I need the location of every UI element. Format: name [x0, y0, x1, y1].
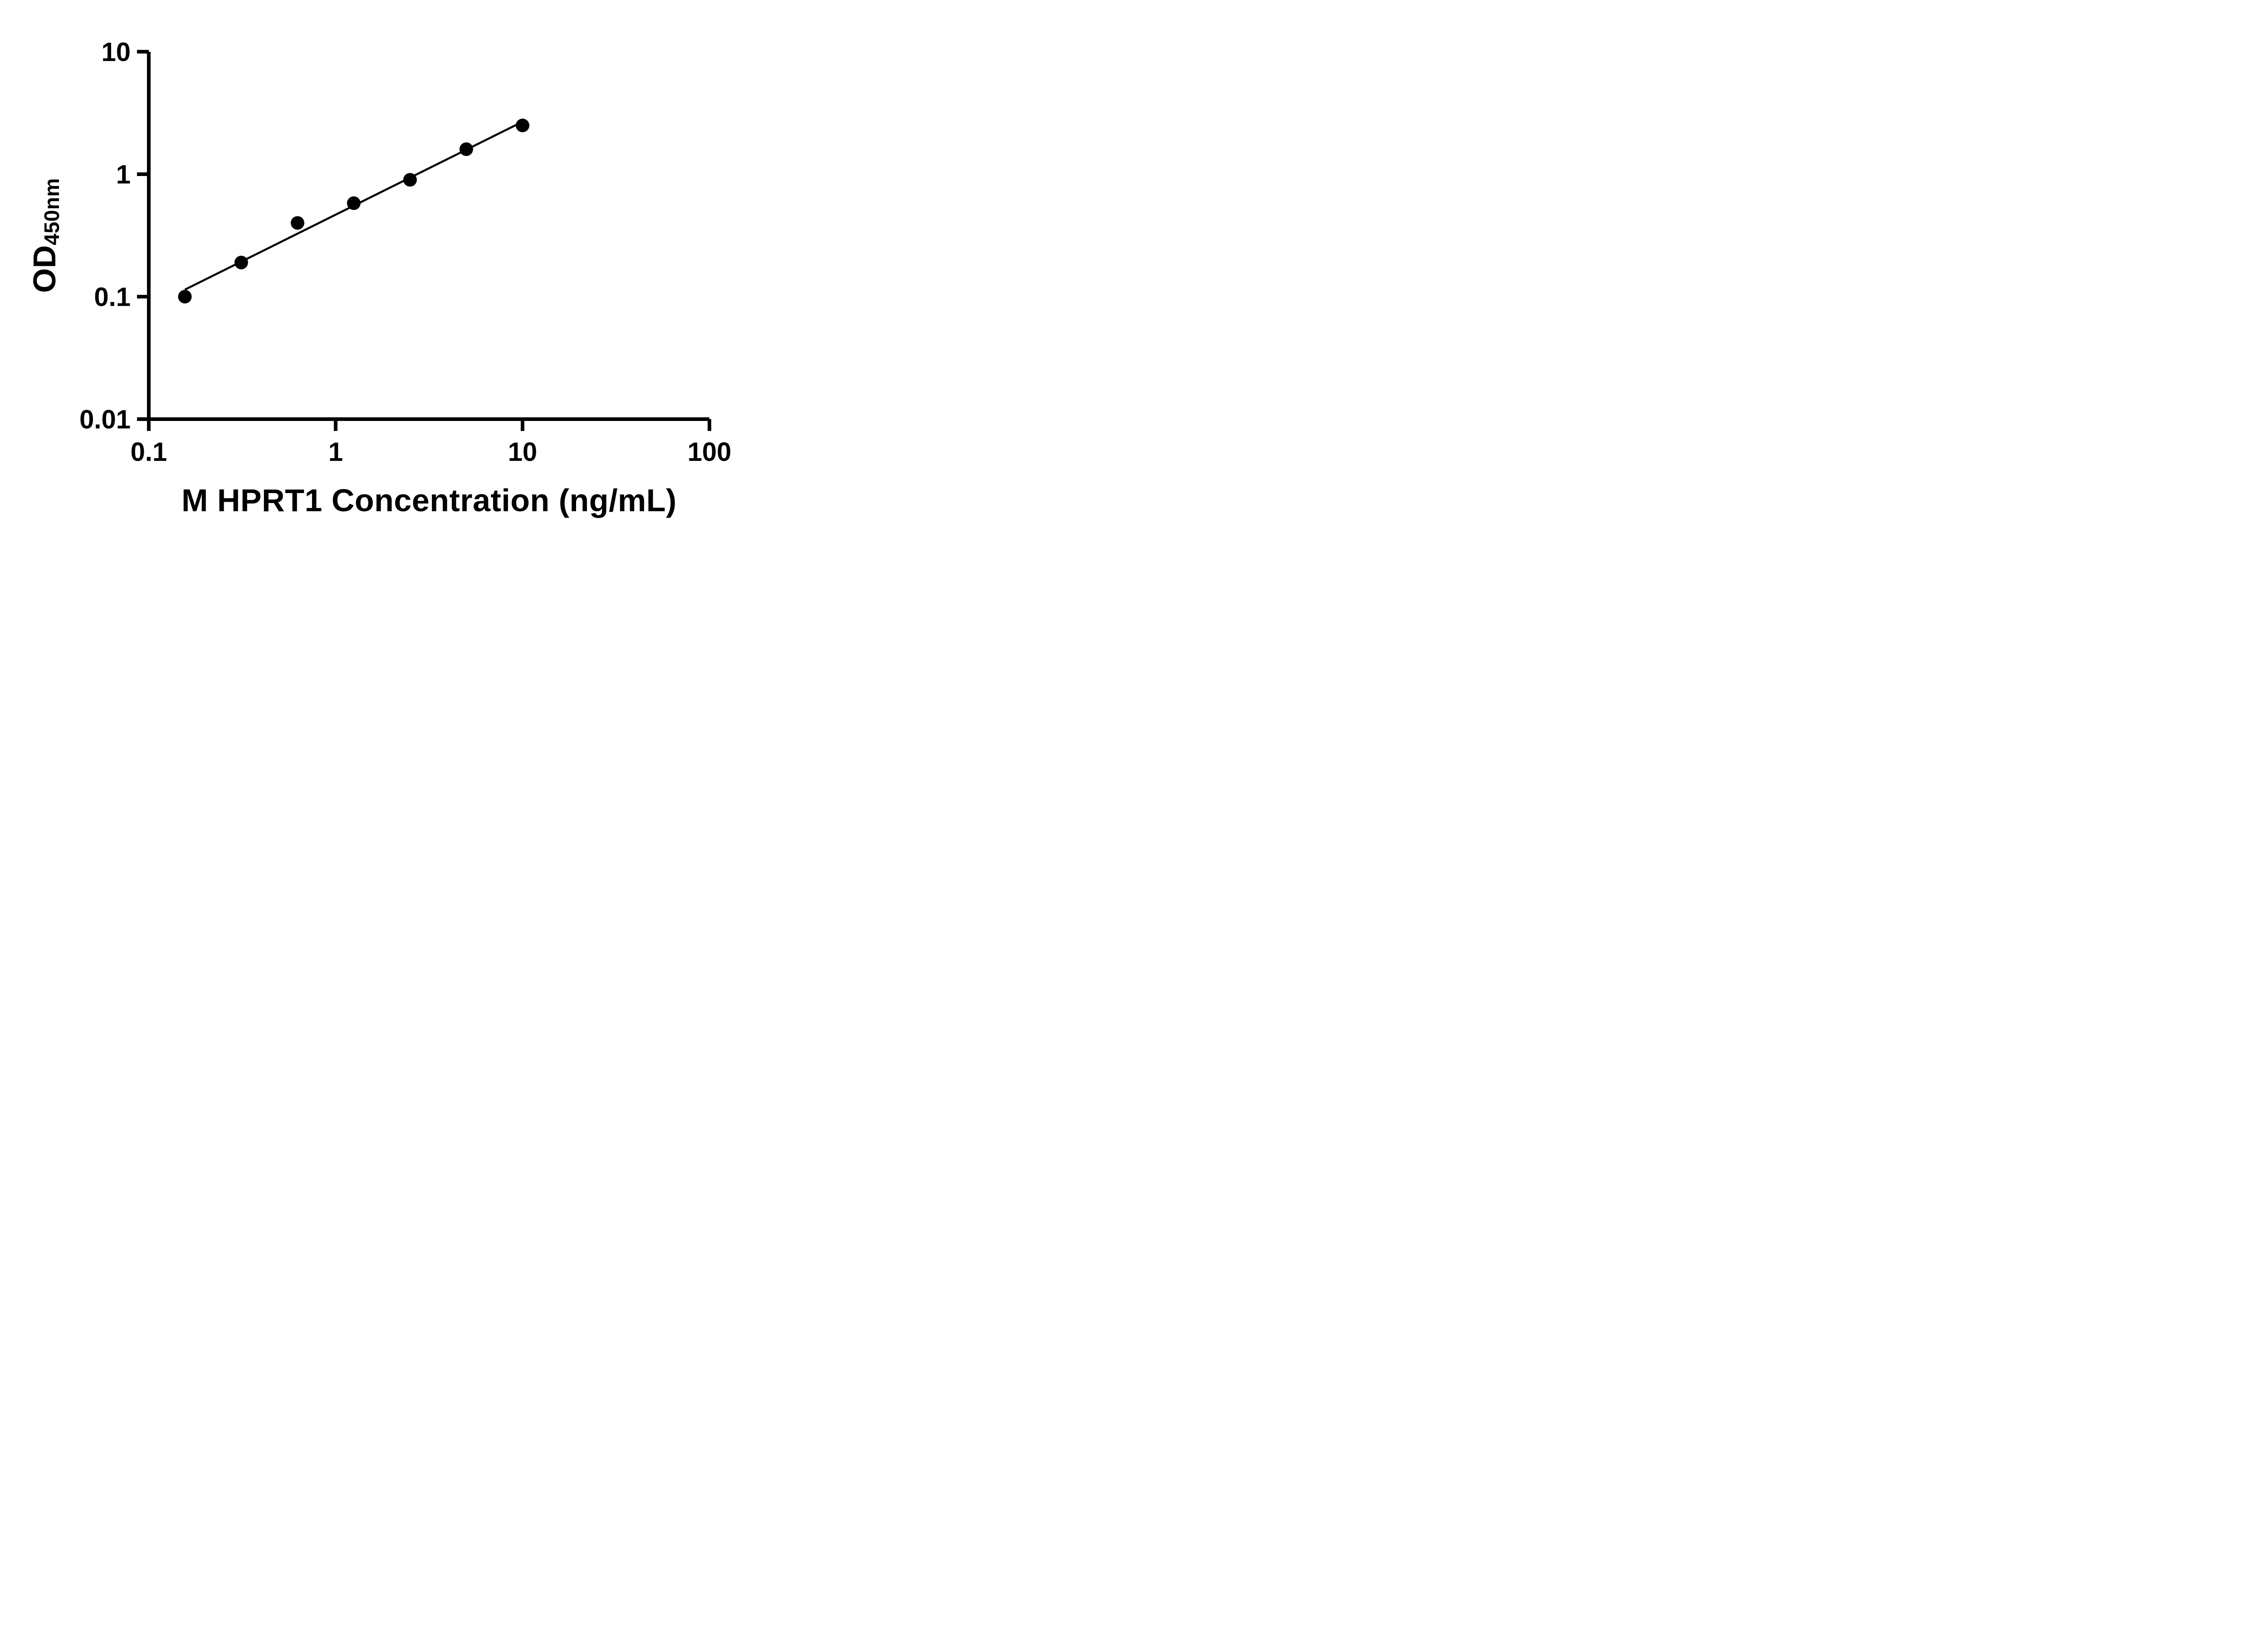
standard-curve-chart: 0.01 0.1 1 10 0.1 1 10 100 M HPRT1 Concentratio…: [0, 0, 776, 544]
data-point: [234, 255, 248, 269]
data-point: [178, 290, 192, 303]
x-tick-label: 10: [508, 437, 538, 467]
data-point: [347, 196, 361, 210]
data-point: [290, 216, 304, 230]
x-tick-label: 100: [688, 437, 732, 467]
x-tick-label: 1: [328, 437, 343, 467]
x-tick-label: 0.1: [131, 437, 167, 467]
y-axis-title-main: OD: [27, 245, 62, 293]
y-axis-title-sub: 450nm: [40, 178, 64, 245]
y-tick-label: 0.01: [79, 405, 131, 434]
y-tick-label: 0.1: [94, 282, 131, 312]
data-point: [403, 173, 417, 187]
data-point: [516, 118, 529, 132]
data-point: [459, 142, 473, 156]
y-axis-title: OD450nm: [27, 178, 64, 293]
y-tick-label: 10: [101, 37, 131, 67]
y-tick-label: 1: [116, 160, 131, 189]
x-axis-title: M HPRT1 Concentration (ng/mL): [181, 483, 677, 518]
